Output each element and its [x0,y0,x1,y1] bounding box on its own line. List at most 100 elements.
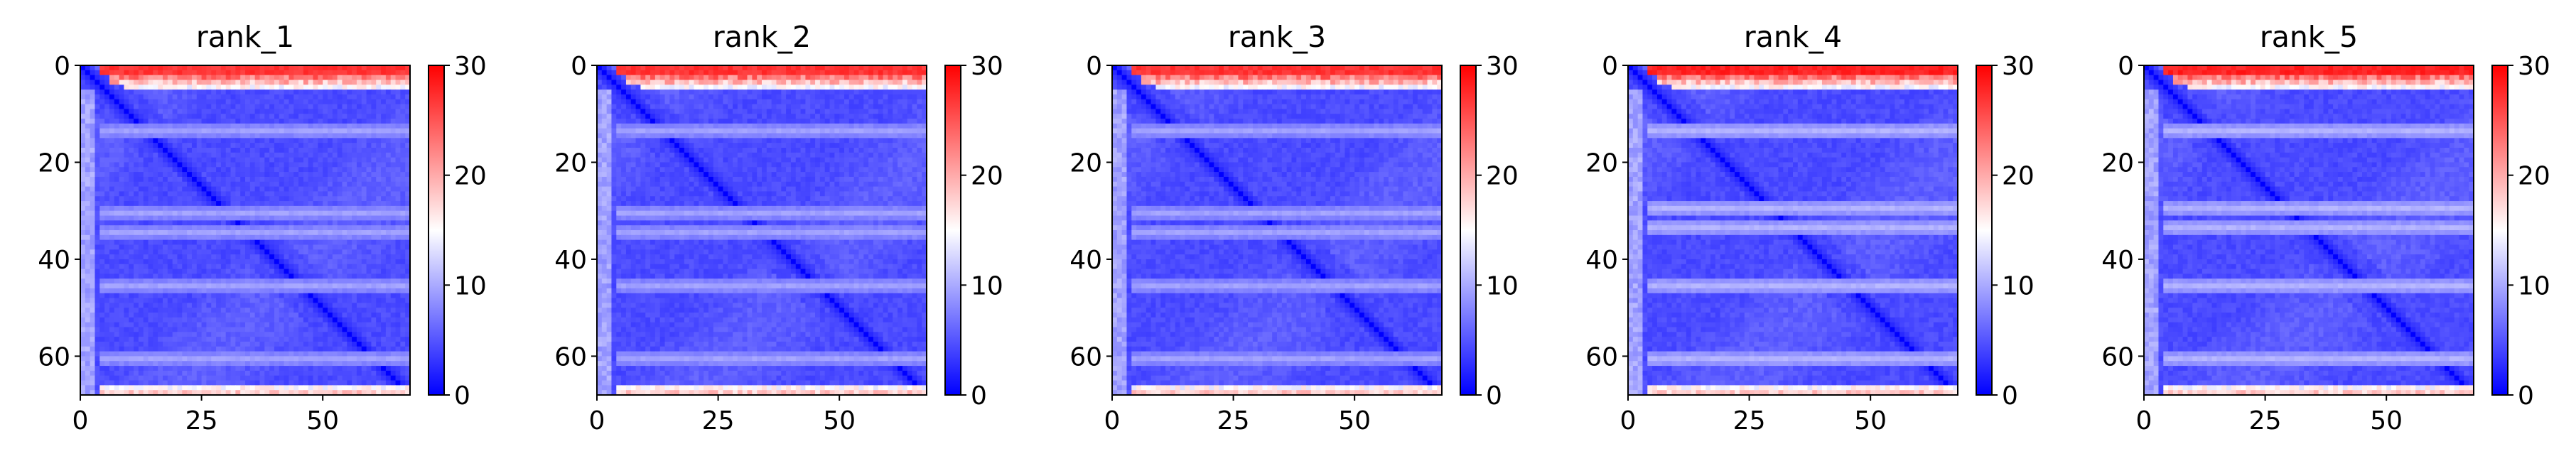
heatmap-cell [220,356,227,362]
heatmap-cell [254,119,261,124]
heatmap-cell [328,341,333,347]
heatmap-cell [196,380,203,386]
heatmap-cell [104,201,110,207]
heatmap-cell [352,370,357,376]
heatmap-cell [114,80,120,85]
heatmap-cell [274,90,280,95]
heatmap-cell [597,85,603,90]
heatmap-cell [163,119,168,124]
heatmap-cell [269,133,275,139]
heatmap-cell [206,351,212,357]
heatmap-cell [274,133,280,139]
heatmap-cell [201,327,208,332]
heatmap-cell [230,143,236,148]
heatmap-cell [216,104,222,110]
heatmap-cell [342,370,347,376]
heatmap-cell [163,186,168,193]
heatmap-cell [390,346,397,352]
heatmap-cell [95,220,100,226]
heatmap-cell [303,70,309,76]
heatmap-cell [95,119,100,124]
heatmap-cell [289,133,294,139]
heatmap-cell [337,332,343,337]
heatmap-cell [158,138,163,143]
heatmap-cell [80,317,86,323]
heatmap-cell [293,264,299,270]
heatmap-cell [114,186,120,193]
heatmap-cell [400,264,406,270]
heatmap-cell [342,201,347,207]
heatmap-cell [888,75,893,81]
heatmap-cell [99,133,105,139]
heatmap-cell [289,308,294,313]
heatmap-cell [177,375,183,381]
heatmap-cell [323,390,328,396]
heatmap-cell [95,143,100,148]
heatmap-cell [138,167,144,173]
heatmap-cell [356,385,362,391]
heatmap-cell [230,337,236,342]
heatmap-cell [313,133,318,139]
heatmap-cell [381,332,387,337]
heatmap-cell [167,317,173,323]
heatmap-cell [400,234,406,241]
heatmap-cell [85,327,91,332]
heatmap-cell [342,114,347,119]
heatmap-cell [259,346,265,352]
heatmap-cell [134,370,139,376]
heatmap-cell [254,220,261,226]
heatmap-cell [90,133,96,139]
heatmap-cell [303,244,309,250]
heatmap-cell [220,269,227,275]
heatmap-cell [337,196,343,202]
heatmap-cell [313,264,318,270]
heatmap-cell [138,114,144,119]
heatmap-cell [211,351,217,357]
heatmap-cell [342,128,347,134]
heatmap-cell [85,191,91,197]
heatmap-cell [289,346,294,352]
heatmap-cell [361,308,367,313]
heatmap-cell [172,181,178,188]
heatmap-cell [347,119,352,124]
heatmap-cell [201,148,208,153]
heatmap-cell [80,201,86,207]
heatmap-cell [848,75,855,81]
heatmap-cell [90,172,96,178]
heatmap-cell [201,215,208,221]
heatmap-cell [177,80,183,85]
heatmap-cell [235,143,241,148]
heatmap-cell [361,205,367,212]
heatmap-cell [225,176,232,183]
heatmap-cell [361,244,367,250]
heatmap-cell [293,210,299,217]
heatmap-cell [143,181,149,188]
heatmap-cell [366,278,372,284]
heatmap-cell [187,249,193,255]
heatmap-cell [187,356,193,362]
heatmap-cell [376,317,382,323]
heatmap-cell [249,385,256,391]
heatmap-cell [342,205,347,212]
heatmap-cell [177,351,183,357]
heatmap-cell [674,85,680,90]
heatmap-cell [318,186,323,193]
heatmap-cell [679,85,685,90]
heatmap-cell [95,176,100,183]
heatmap-cell [352,215,357,221]
heatmap-cell [347,90,352,95]
heatmap-cell [129,162,134,168]
heatmap-cell [80,114,86,119]
heatmap-cell [143,273,149,279]
heatmap-cell [249,90,256,95]
heatmap-cell [235,283,241,289]
heatmap-cell [148,254,153,260]
heatmap-cell [361,283,367,289]
heatmap-cell [293,259,299,265]
heatmap-cell [376,308,382,313]
heatmap-cell [220,99,227,105]
heatmap-cell [366,109,372,114]
heatmap-cell [323,249,328,255]
heatmap-cell [206,234,212,241]
heatmap-cell [621,70,627,76]
